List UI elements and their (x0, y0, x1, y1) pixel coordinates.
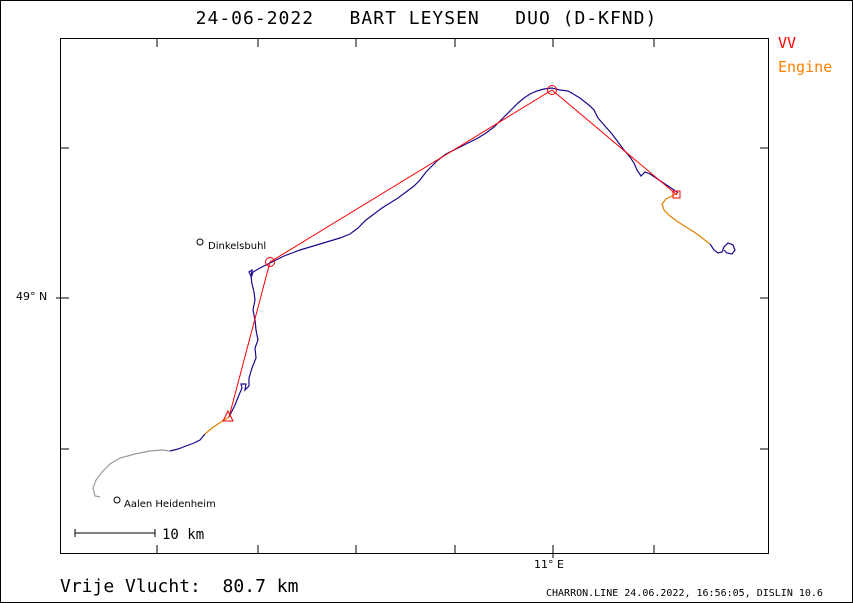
turnpoint-2-marker (547, 85, 557, 95)
turnpoint-1-marker (265, 257, 275, 267)
place-marker-dinkelsbuhl (196, 238, 204, 246)
chart-title: 24-06-2022 BART LEYSEN DUO (D-KFND) (195, 8, 658, 29)
track-flight-end (709, 242, 736, 255)
track-flight (169, 87, 679, 452)
track-ground (92, 449, 171, 498)
credit-line: CHARRON.LINE 24.06.2022, 16:56:05, DISLI… (546, 588, 823, 599)
latitude-label: 49° N (16, 290, 48, 303)
place-marker-aalen (113, 496, 121, 504)
place-label-dinkelsbuhl: Dinkelsbuhl (208, 241, 266, 252)
track-engine-start (204, 416, 230, 435)
task-line (228, 89, 678, 418)
longitude-label: 11° E (534, 558, 564, 571)
legend-engine-label: Engine (778, 58, 833, 76)
scale-bar-label: 10 km (162, 527, 204, 543)
scale-bar: 10 km (74, 527, 204, 543)
axis-ticks (56, 39, 768, 558)
legend-vv-label: VV (778, 34, 797, 52)
start-triangle-marker (222, 409, 234, 422)
free-flight-distance: Vrije Vlucht: 80.7 km (60, 576, 299, 597)
track-engine-end (661, 192, 711, 245)
place-label-aalen: Aalen Heidenheim (124, 499, 216, 510)
map-frame (60, 38, 769, 554)
finish-square-marker (672, 190, 681, 199)
